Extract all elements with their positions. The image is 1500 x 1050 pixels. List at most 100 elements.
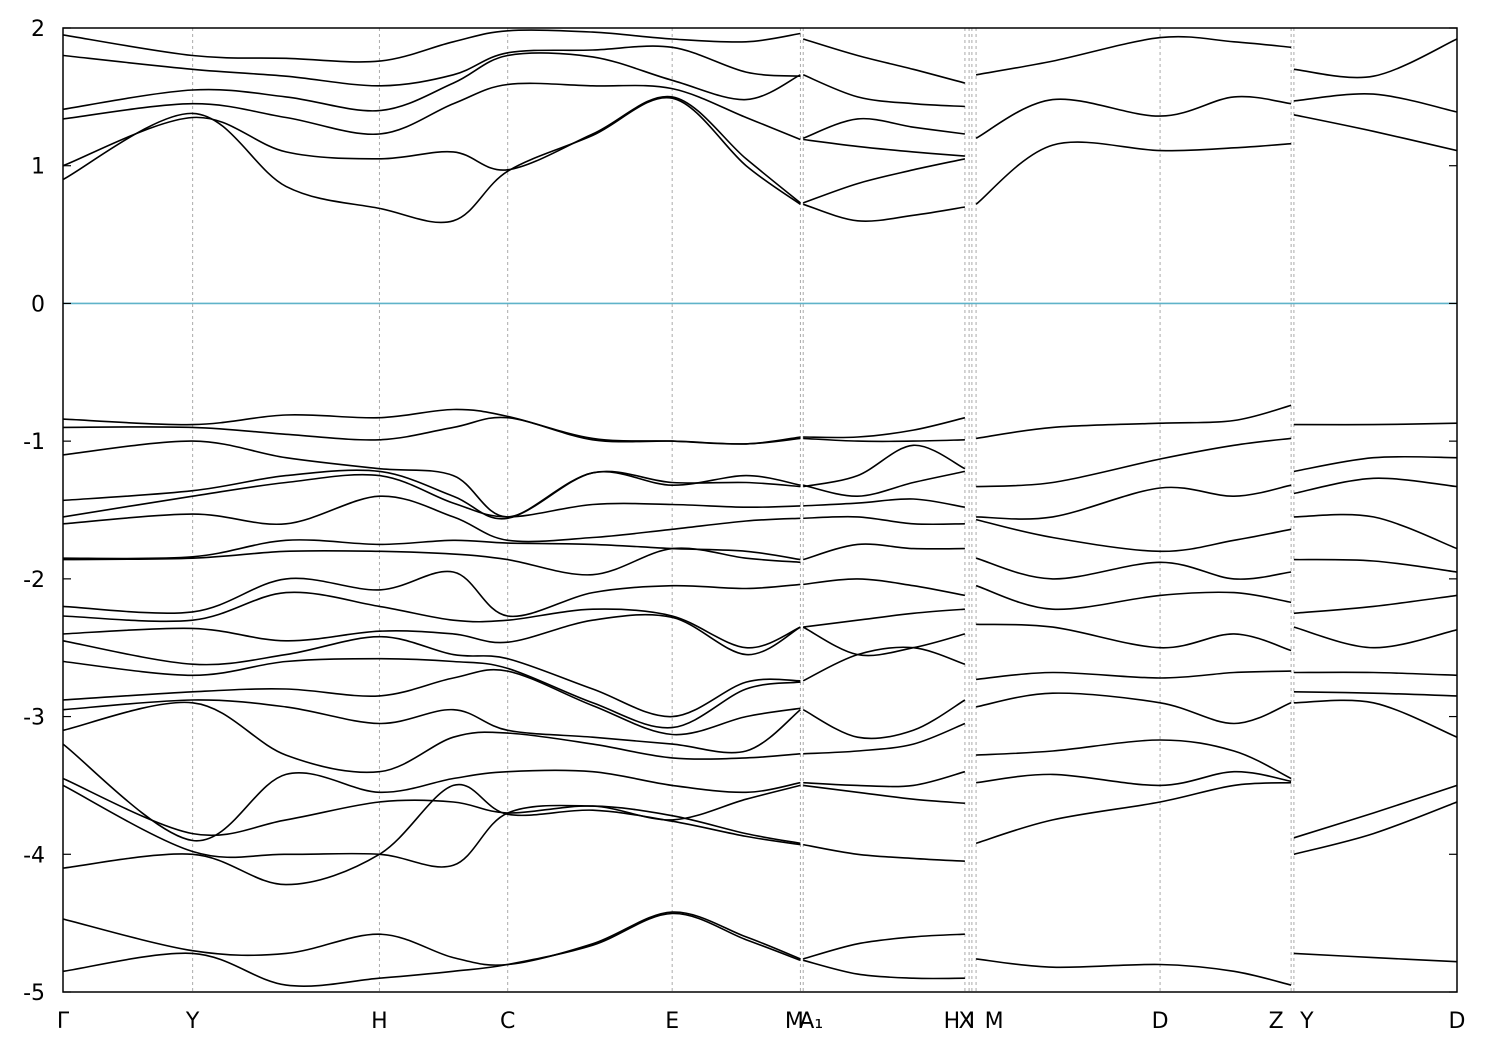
band-68 — [976, 770, 1292, 787]
band-50 — [802, 646, 966, 682]
band-9 — [802, 117, 966, 139]
band-24 — [63, 539, 801, 561]
y-tick-label-0: -5 — [23, 981, 45, 1006]
band-27 — [63, 591, 801, 649]
band-16 — [1293, 93, 1457, 113]
x-tick-label-3: C — [500, 1009, 515, 1034]
band-39 — [63, 912, 801, 987]
band-44 — [803, 498, 966, 508]
band-14 — [975, 35, 1292, 76]
y-tick-label-2: -3 — [23, 706, 45, 731]
band-74 — [1293, 513, 1457, 550]
band-45 — [803, 515, 965, 526]
band-19 — [63, 416, 801, 445]
band-38 — [63, 911, 801, 966]
band-56 — [802, 933, 965, 960]
band-25 — [63, 547, 801, 576]
band-49 — [802, 626, 966, 657]
band-0 — [63, 96, 801, 224]
high-symmetry-lines — [192, 28, 1295, 992]
band-64 — [976, 623, 1292, 652]
x-tick-label-10: M — [985, 1009, 1004, 1034]
band-72 — [1293, 455, 1457, 473]
band-78 — [1293, 671, 1457, 677]
band-lines — [63, 29, 1457, 987]
band-12 — [975, 141, 1292, 205]
x-axis: Γ Y H C E MA₁ HXI M D Z Y D — [57, 1009, 1466, 1034]
band-22 — [63, 473, 801, 518]
band-17 — [1293, 38, 1457, 79]
band-57 — [803, 959, 965, 980]
y-tick-label-7: 2 — [31, 17, 45, 42]
band-54 — [803, 784, 965, 805]
band-1 — [63, 95, 801, 204]
x-tick-label-7: H — [944, 1009, 961, 1034]
band-60 — [976, 484, 1292, 520]
band-11 — [802, 38, 966, 84]
band-26 — [63, 570, 801, 618]
band-15 — [1293, 114, 1457, 152]
band-77 — [1293, 626, 1457, 649]
band-66 — [975, 692, 1292, 725]
x-tick-label-13: Y — [1299, 1009, 1314, 1034]
band-21 — [63, 469, 801, 520]
band-13 — [975, 95, 1292, 139]
y-tick-label-4: -1 — [23, 430, 45, 455]
band-37 — [63, 783, 801, 886]
x-tick-label-9: I — [969, 1009, 976, 1034]
band-59 — [976, 437, 1292, 488]
band-55 — [803, 843, 965, 862]
x-tick-label-2: H — [371, 1009, 388, 1034]
x-tick-label-14: D — [1449, 1009, 1466, 1034]
band-28 — [63, 613, 801, 656]
band-29 — [63, 635, 801, 718]
band-41 — [803, 437, 965, 443]
band-6 — [802, 203, 966, 222]
band-52 — [803, 722, 966, 755]
band-2 — [63, 82, 801, 141]
x-tick-label-8: X — [959, 1009, 974, 1034]
y-tick-label-6: 1 — [31, 155, 45, 180]
band-33 — [63, 701, 801, 774]
band-36 — [63, 784, 801, 868]
x-tick-label-4: E — [665, 1009, 679, 1034]
band-34 — [63, 743, 801, 842]
band-46 — [802, 543, 965, 561]
plot-frame — [62, 27, 1458, 993]
band-73 — [1293, 477, 1457, 495]
x-tick-label-6: A₁ — [799, 1009, 823, 1034]
y-tick-label-5: 0 — [31, 292, 45, 317]
band-67 — [976, 739, 1292, 780]
band-5 — [63, 29, 801, 63]
y-tick-label-1: -4 — [23, 843, 45, 868]
band-65 — [976, 670, 1292, 681]
band-69 — [975, 781, 1292, 845]
y-axis: -5 -4 -3 -2 -1 0 1 2 — [23, 17, 1457, 1006]
band-75 — [1293, 558, 1457, 573]
band-47 — [803, 578, 966, 597]
band-4 — [63, 45, 801, 87]
band-53 — [803, 770, 966, 788]
x-tick-label-12: Z — [1269, 1009, 1284, 1034]
band-23 — [63, 495, 801, 543]
band-10 — [802, 74, 965, 108]
band-79 — [1293, 691, 1457, 697]
band-43 — [803, 470, 966, 498]
x-tick-label-1: Y — [185, 1009, 200, 1034]
band-80 — [1293, 699, 1457, 738]
x-tick-label-0: Γ — [57, 1009, 70, 1034]
band-81 — [1293, 784, 1457, 839]
band-62 — [975, 557, 1292, 580]
band-71 — [1293, 422, 1457, 426]
band-70 — [976, 958, 1292, 986]
band-58 — [975, 404, 1292, 440]
band-30 — [63, 657, 801, 729]
band-7 — [802, 158, 966, 204]
band-51 — [802, 699, 966, 740]
band-42 — [803, 444, 966, 488]
band-83 — [1293, 952, 1457, 963]
band-35 — [63, 777, 801, 837]
band-40 — [803, 416, 966, 439]
band-32 — [63, 699, 801, 754]
